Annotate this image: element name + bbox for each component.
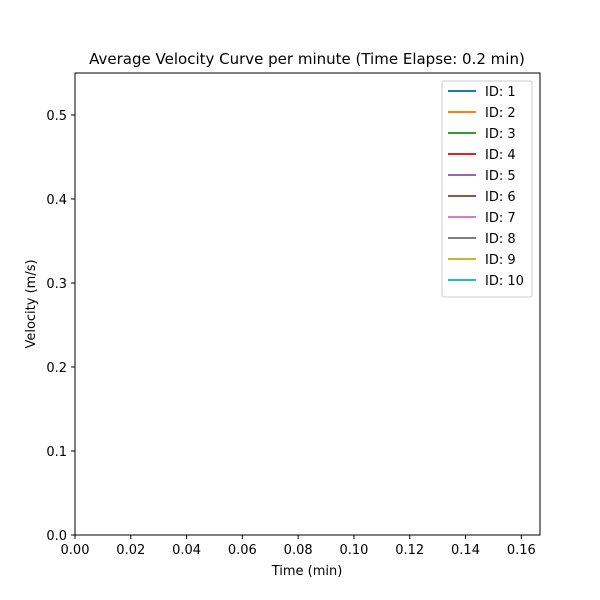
legend-label: ID: 5 [485,169,516,184]
y-tick-label: 0.1 [46,445,67,460]
x-tick-label: 0.16 [507,543,536,558]
legend-label: ID: 1 [485,85,516,100]
legend-label: ID: 10 [485,274,524,289]
chart-title: Average Velocity Curve per minute (Time … [89,50,525,68]
x-tick-label: 0.12 [395,543,424,558]
x-tick-label: 0.10 [339,543,368,558]
y-tick-label: 0.4 [46,193,67,208]
y-tick-label: 0.2 [46,361,67,376]
x-tick-label: 0.14 [451,543,480,558]
legend-label: ID: 3 [485,127,516,142]
x-tick-label: 0.04 [172,543,201,558]
y-tick-label: 0.3 [46,277,67,292]
x-axis: 0.00 0.02 0.04 0.06 0.08 0.10 0.12 0.14 0.16 [61,535,536,558]
legend-label: ID: 7 [485,211,516,226]
x-tick-label: 0.06 [228,543,257,558]
x-tick-label: 0.00 [61,543,90,558]
y-axis: 0.0 0.1 0.2 0.3 0.4 0.5 [46,109,75,544]
plot-frame [74,72,541,536]
legend-label: ID: 2 [485,106,516,121]
y-tick-label: 0.5 [46,109,67,124]
y-axis-label: Velocity (m/s) [24,259,39,348]
legend: ID: 1 ID: 2 ID: 3 ID: 4 ID: 5 ID: 6 ID: 7 ID: 8… [441,80,533,298]
legend-label: ID: 4 [485,148,516,163]
legend-box [441,80,533,298]
x-axis-label: Time (min) [271,564,343,579]
legend-label: ID: 6 [485,190,516,205]
legend-label: ID: 8 [485,232,516,247]
y-tick-label: 0.0 [46,529,67,544]
x-tick-label: 0.02 [116,543,145,558]
x-tick-label: 0.08 [284,543,313,558]
legend-label: ID: 9 [485,253,516,268]
